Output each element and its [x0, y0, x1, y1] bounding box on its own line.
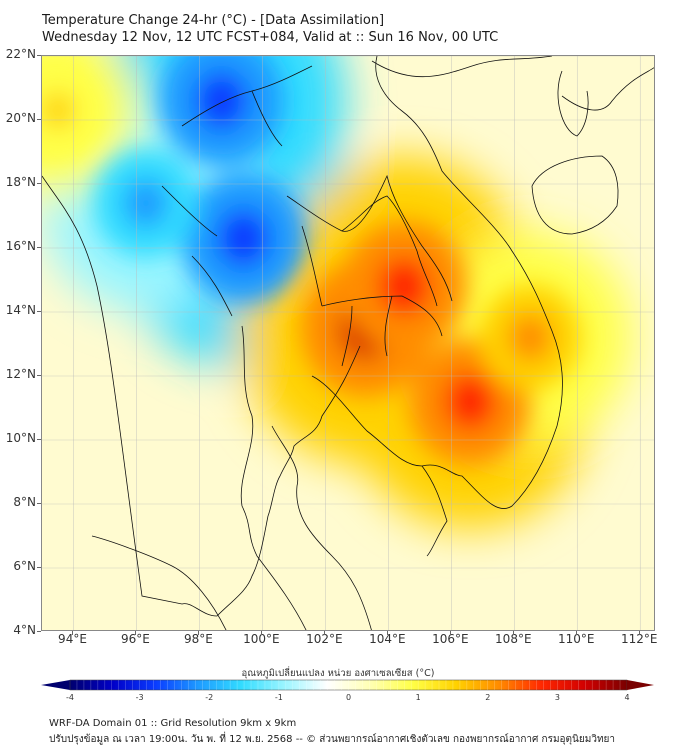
colorbar-divisions	[76, 680, 621, 690]
warming-core-south-vietnam	[508, 314, 552, 361]
lat-tick-mark	[37, 183, 41, 184]
lat-tick-mark	[37, 503, 41, 504]
lon-tick-label: 106°E	[432, 632, 469, 646]
lon-tick-label: 96°E	[121, 632, 150, 646]
lon-tick-label: 110°E	[558, 632, 595, 646]
chart-subtitle: Wednesday 12 Nov, 12 UTC FCST+084, Valid…	[42, 30, 499, 45]
lat-tick-label: 22°N	[5, 47, 36, 61]
graticule	[42, 56, 654, 630]
border-thailand-laos	[286, 195, 438, 307]
colorbar-tick-label: -2	[205, 693, 214, 702]
lon-tick-label: 104°E	[369, 632, 406, 646]
temperature-change-map	[41, 55, 655, 631]
lat-tick-label: 6°N	[13, 559, 36, 573]
border-internal-provinces	[161, 185, 393, 367]
colorbar-tick-label: -3	[135, 693, 144, 702]
lat-tick-mark	[37, 375, 41, 376]
lat-tick-label: 10°N	[5, 431, 36, 445]
footer-credits: ปรับปรุงข้อมูล ณ เวลา 19:00น. วัน พ. ที่…	[49, 734, 616, 745]
cooling-core-north-myanmar	[195, 71, 248, 130]
coastline-hainan	[531, 155, 619, 235]
colorbar-tick-label: 1	[415, 693, 421, 702]
coastlines-borders	[42, 56, 654, 630]
lat-tick-mark	[37, 55, 41, 56]
coastline-myanmar-west	[42, 175, 361, 617]
lon-tick-label: 100°E	[243, 632, 280, 646]
lon-tick-label: 102°E	[306, 632, 343, 646]
lon-tick-mark	[639, 631, 641, 635]
lat-tick-mark	[37, 439, 41, 440]
lat-tick-label: 14°N	[5, 303, 36, 317]
lon-tick-label: 98°E	[183, 632, 213, 646]
lon-tick-mark	[324, 631, 326, 635]
coastline-south-china	[371, 56, 654, 111]
colorbar	[41, 679, 654, 691]
coastline-sumatra	[91, 535, 227, 630]
lon-tick-mark	[576, 631, 578, 635]
cooling-core-bay-of-bengal	[124, 179, 168, 228]
lat-tick-mark	[37, 119, 41, 120]
lat-tick-mark	[37, 567, 41, 568]
lon-tick-label: 94°E	[58, 632, 87, 646]
lon-tick-mark	[261, 631, 263, 635]
footer-model-info: WRF-DA Domain 01 :: Grid Resolution 9km …	[49, 718, 297, 729]
coastline-leizhou	[557, 70, 589, 137]
lat-tick-label: 16°N	[5, 239, 36, 253]
lat-tick-label: 4°N	[13, 623, 36, 637]
lat-tick-label: 20°N	[5, 111, 36, 125]
colorbar-label: อุณหภูมิเปลี่ยนแปลง หน่วย องศาเซลเซียส (…	[241, 668, 435, 679]
colorbar-max-extension	[627, 680, 654, 690]
field-cores	[42, 56, 581, 466]
lat-tick-mark	[37, 311, 41, 312]
chart-title: Temperature Change 24-hr (°C) - [Data As…	[42, 13, 385, 28]
colorbar-tick-label: 0	[345, 693, 352, 702]
colorbar-tick-label: -4	[66, 693, 74, 702]
lon-tick-mark	[198, 631, 200, 635]
colorbar-tick-label: 4	[624, 693, 630, 702]
lat-tick-label: 8°N	[13, 495, 36, 509]
lat-tick-mark	[37, 631, 41, 632]
field-layer	[42, 56, 654, 630]
border-myanmar-china	[181, 65, 313, 147]
border-thailand-cambodia	[321, 295, 443, 337]
colorbar-tick-label: 2	[485, 693, 491, 702]
lon-tick-mark	[450, 631, 452, 635]
lat-tick-mark	[37, 247, 41, 248]
lon-tick-mark	[387, 631, 389, 635]
colorbar-tick-label: 3	[554, 693, 560, 702]
coastline-cambodia-vietnam	[311, 56, 563, 509]
lon-tick-label: 112°E	[621, 632, 658, 646]
warming-northwest	[42, 91, 75, 129]
warming-core-south-cambodia	[444, 373, 496, 430]
lon-tick-label: 108°E	[495, 632, 532, 646]
colorbar-min-extension	[41, 680, 70, 690]
cooling-core-central-myanmar	[217, 209, 270, 268]
lon-tick-mark	[513, 631, 515, 635]
lat-tick-label: 18°N	[5, 175, 36, 189]
colorbar-tick-label: -1	[274, 693, 283, 702]
coastline-mekong-delta	[421, 465, 448, 557]
coastline-gulf-of-thailand	[271, 425, 372, 630]
lon-tick-mark	[72, 631, 74, 635]
lon-tick-mark	[135, 631, 137, 635]
coastline-thai-peninsula	[240, 325, 307, 630]
map-canvas	[42, 56, 654, 630]
border-laos-vietnam	[341, 174, 453, 302]
lat-tick-label: 12°N	[5, 367, 36, 381]
